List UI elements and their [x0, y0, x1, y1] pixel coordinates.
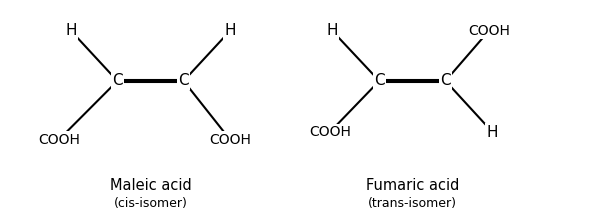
Text: COOH: COOH — [468, 24, 510, 38]
Text: COOH: COOH — [38, 132, 80, 147]
Text: C: C — [440, 73, 451, 88]
Text: (trans-isomer): (trans-isomer) — [368, 197, 457, 210]
Text: H: H — [486, 125, 498, 140]
Text: H: H — [65, 23, 77, 38]
Text: C: C — [112, 73, 123, 88]
Text: Maleic acid: Maleic acid — [110, 178, 191, 193]
Text: H: H — [224, 23, 236, 38]
Text: COOH: COOH — [209, 132, 251, 147]
Text: (cis-isomer): (cis-isomer) — [114, 197, 187, 210]
Text: Fumaric acid: Fumaric acid — [365, 178, 459, 193]
Text: C: C — [374, 73, 385, 88]
Text: C: C — [178, 73, 189, 88]
Text: H: H — [326, 23, 338, 38]
Text: COOH: COOH — [309, 125, 351, 139]
